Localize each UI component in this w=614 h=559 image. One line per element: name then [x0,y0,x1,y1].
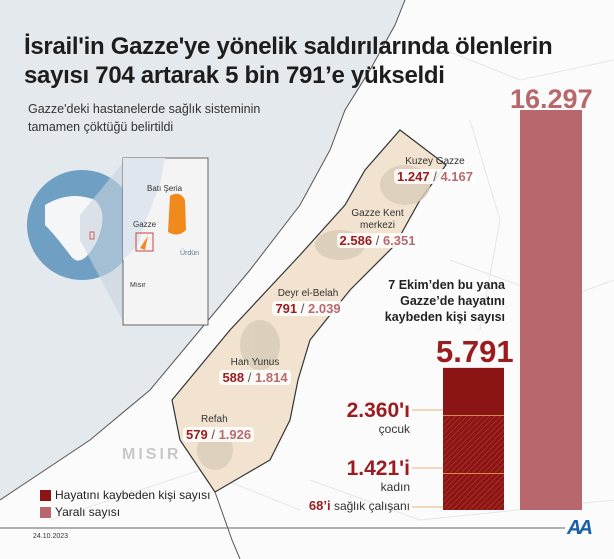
inset-label-west-bank: Batı Şeria [147,184,183,193]
region-killed: 579 [186,427,208,442]
legend-swatch [40,506,51,518]
breakdown-health-workers: 68’i sağlık çalışanı [290,498,410,513]
breakdown-value: 1.421'i [346,457,410,480]
separator: / [375,233,380,248]
region-kuzey-gazze: Kuzey Gazze 1.247 / 4.167 [380,156,490,186]
breakdown-value: 68’i [308,498,331,513]
region-killed: 588 [222,370,245,385]
breakdown-desc: sağlık çalışanı [333,499,410,513]
subtitle: Gazze'deki hastanelerde sağlık sistemini… [28,102,261,134]
west-bank-shape [168,193,186,235]
region-refah: Refah 579 / 1.926 [183,414,263,444]
legend-label: Hayatını kaybeden kişi sayısı [55,488,211,502]
legend-swatch [40,489,51,501]
page-title: İsrail'in Gazze'ye yönelik saldırılarınd… [24,33,553,89]
region-wounded: 1.814 [255,370,288,385]
breakdown-desc: çocuk [378,422,410,436]
region-han-yunus: Han Yunus 588 / 1.814 [210,357,300,387]
region-wounded: 2.039 [308,301,341,316]
aa-logo: AA [567,517,593,539]
breakdown-value: 2.360'ı [346,399,410,422]
egypt-map-label: MISIR [122,446,182,463]
legend: Hayatını kaybeden kişi sayısı Yaralı say… [40,488,210,519]
region-wounded: 4.167 [440,169,473,184]
separator: / [300,301,305,316]
inset-label-gaza: Gazze [133,220,157,229]
region-name: Gazze Kent merkezi [351,208,404,231]
region-deyr-el-belah: Deyr el-Belah 791 / 2.039 [258,288,358,318]
legend-label: Yaralı sayısı [55,505,121,519]
date-label: 24.10.2023 [33,533,69,540]
breakdown-desc: kadın [380,480,410,494]
region-name: Refah [201,414,228,425]
legend-item-killed: Hayatını kaybeden kişi sayısı [40,488,210,502]
inset-label-jordan: Ürdün [180,250,200,257]
separator: / [247,370,252,385]
bar-wounded [520,110,582,510]
inset-label-egypt: Mısır [130,282,146,289]
region-name: Han Yunus [230,357,280,368]
region-killed: 2.586 [339,233,373,248]
region-name: Deyr el-Belah [277,288,339,299]
separator: / [433,169,437,184]
region-name: Kuzey Gazze [405,156,465,167]
region-killed: 1.247 [397,169,430,184]
breakdown-children: 2.360'ı çocuk [300,399,410,437]
bar-breakdown-hatch [443,415,504,510]
legend-item-wounded: Yaralı sayısı [40,505,210,519]
breakdown-women: 1.421'i kadın [300,457,410,495]
separator: / [211,427,215,442]
region-gazze-kent: Gazze Kent merkezi 2.586 / 6.351 [320,208,435,250]
killed-value-label: 5.791 [436,334,514,369]
region-killed: 791 [275,301,298,316]
chart-caption: 7 Ekim’den bu yana Gazze’de hayatını kay… [384,278,505,324]
wounded-value-label: 16.297 [510,84,593,114]
region-wounded: 1.926 [218,427,252,442]
region-wounded: 6.351 [382,233,416,248]
